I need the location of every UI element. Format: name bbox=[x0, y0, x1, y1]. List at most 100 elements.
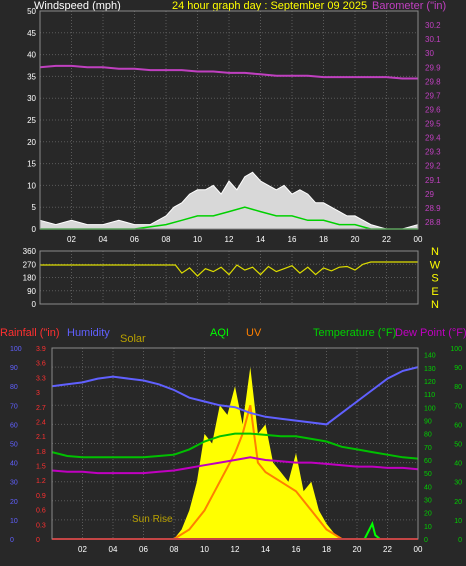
temperature-line bbox=[51, 432, 419, 460]
wind-chart-x-tick: 20 bbox=[351, 235, 360, 244]
wind-y-tick: 25 bbox=[27, 116, 36, 125]
barometer-y-tick: 30.1 bbox=[425, 35, 441, 44]
sunrise-annotation: Sun Rise bbox=[132, 514, 173, 525]
wind-chart-x-tick: 10 bbox=[193, 235, 202, 244]
wind-y-tick: 35 bbox=[27, 72, 36, 81]
axis-layer: 0510152025303540455028.828.92929.129.229… bbox=[10, 7, 462, 554]
temperature-y-tick: 100 bbox=[424, 405, 436, 412]
temperature-y-tick: 80 bbox=[424, 432, 432, 439]
humidity-y-tick: 20 bbox=[10, 499, 18, 506]
barometer-y-tick: 28.8 bbox=[425, 218, 441, 227]
wind-y-tick: 15 bbox=[27, 160, 36, 169]
humidity-y-tick: 40 bbox=[10, 461, 18, 468]
wind-chart-x-tick: 22 bbox=[382, 235, 391, 244]
barometer-y-tick: 30 bbox=[425, 49, 434, 58]
wind-chart-x-tick: 00 bbox=[414, 235, 423, 244]
outer-y-tick: 60 bbox=[454, 422, 462, 429]
rain-y-tick: 1.5 bbox=[36, 464, 46, 471]
compass-label: N bbox=[431, 246, 439, 258]
wind-chart-x-tick: 02 bbox=[67, 235, 76, 244]
wind-y-tick: 10 bbox=[27, 181, 36, 190]
rain-y-tick: 0.6 bbox=[36, 508, 46, 515]
humidity-y-tick: 60 bbox=[10, 422, 18, 429]
humidity-y-tick: 90 bbox=[10, 365, 18, 372]
wind-average-line bbox=[40, 206, 418, 230]
aqi-title: AQI bbox=[210, 327, 229, 339]
temperature-y-tick: 50 bbox=[424, 471, 432, 478]
rain-y-tick: 0.3 bbox=[36, 522, 46, 529]
compass-label: W bbox=[430, 259, 441, 271]
temperature-y-tick: 130 bbox=[424, 366, 436, 373]
direction-chart-frame bbox=[39, 250, 419, 305]
temperature-axis-title: Temperature (°F) bbox=[313, 327, 396, 339]
wind-chart-x-tick: 14 bbox=[256, 235, 265, 244]
temperature-y-tick: 120 bbox=[424, 379, 436, 386]
temperature-y-tick: 40 bbox=[424, 484, 432, 491]
compass-label: E bbox=[431, 286, 438, 298]
outer-y-tick: 100 bbox=[450, 346, 462, 353]
temperature-y-tick: 90 bbox=[424, 418, 432, 425]
wind-chart-x-tick: 12 bbox=[225, 235, 234, 244]
dewpoint-axis-title: Dew Point (°F) bbox=[395, 327, 466, 339]
humidity-line bbox=[51, 366, 419, 426]
climate-chart-x-tick: 12 bbox=[231, 545, 240, 554]
wind-chart-frame bbox=[39, 10, 419, 230]
wind-chart-x-tick: 16 bbox=[288, 235, 297, 244]
compass-label: S bbox=[431, 273, 438, 285]
temperature-y-tick: 10 bbox=[424, 524, 432, 531]
wind-chart-x-tick: 18 bbox=[319, 235, 328, 244]
humidity-y-tick: 50 bbox=[10, 442, 18, 449]
direction-y-tick: 90 bbox=[27, 287, 36, 296]
temperature-y-tick: 20 bbox=[424, 511, 432, 518]
rain-y-tick: 2.4 bbox=[36, 419, 46, 426]
barometer-y-tick: 29.8 bbox=[425, 77, 441, 86]
direction-y-tick: 270 bbox=[23, 260, 37, 269]
humidity-y-tick: 30 bbox=[10, 480, 18, 487]
outer-y-tick: 80 bbox=[454, 384, 462, 391]
rain-y-tick: 1.2 bbox=[36, 478, 46, 485]
barometer-y-tick: 29.3 bbox=[425, 148, 441, 157]
wind-chart-x-tick: 04 bbox=[99, 235, 108, 244]
climate-chart-x-tick: 08 bbox=[170, 545, 179, 554]
wind-gust-line bbox=[39, 171, 419, 230]
outer-y-tick: 0 bbox=[458, 537, 462, 544]
graph-title: 24 hour graph day : September 09 2025 bbox=[172, 0, 367, 12]
humidity-y-tick: 100 bbox=[10, 346, 22, 353]
direction-y-tick: 360 bbox=[23, 247, 37, 256]
climate-chart-x-tick: 02 bbox=[78, 545, 87, 554]
temperature-y-tick: 30 bbox=[424, 497, 432, 504]
wind-y-tick: 5 bbox=[32, 203, 37, 212]
barometer-y-tick: 30.2 bbox=[425, 21, 441, 30]
rain-y-tick: 1.8 bbox=[36, 449, 46, 456]
wind-y-tick: 30 bbox=[27, 94, 36, 103]
wind-direction-line bbox=[40, 261, 418, 277]
wind-chart-x-tick: 08 bbox=[162, 235, 171, 244]
wind-y-tick: 45 bbox=[27, 29, 36, 38]
climate-chart-x-tick: 14 bbox=[261, 545, 270, 554]
direction-y-tick: 180 bbox=[23, 274, 37, 283]
outer-y-tick: 90 bbox=[454, 365, 462, 372]
outer-y-tick: 50 bbox=[454, 442, 462, 449]
barometer-axis-title: Barometer ("in) bbox=[372, 0, 446, 12]
uv-title: UV bbox=[246, 327, 262, 339]
rain-y-tick: 2.7 bbox=[36, 405, 46, 412]
humidity-axis-title: Humidity bbox=[67, 327, 110, 339]
barometer-y-tick: 29.5 bbox=[425, 120, 441, 129]
outer-y-tick: 40 bbox=[454, 461, 462, 468]
direction-y-tick: 0 bbox=[32, 300, 37, 309]
outer-y-tick: 10 bbox=[454, 518, 462, 525]
dewpoint-line bbox=[51, 456, 419, 475]
wind-axis-title: Windspeed (mph) bbox=[34, 0, 121, 12]
rain-y-tick: 3.3 bbox=[36, 375, 46, 382]
compass-label: N bbox=[431, 299, 439, 311]
barometer-y-tick: 28.9 bbox=[425, 204, 441, 213]
wind-chart-x-tick: 06 bbox=[130, 235, 139, 244]
humidity-y-tick: 0 bbox=[10, 537, 14, 544]
barometer-y-tick: 29.1 bbox=[425, 176, 441, 185]
climate-chart-x-tick: 20 bbox=[353, 545, 362, 554]
climate-chart-x-tick: 18 bbox=[322, 545, 331, 554]
temperature-y-tick: 0 bbox=[424, 537, 428, 544]
outer-y-tick: 70 bbox=[454, 403, 462, 410]
rain-y-tick: 0.9 bbox=[36, 493, 46, 500]
